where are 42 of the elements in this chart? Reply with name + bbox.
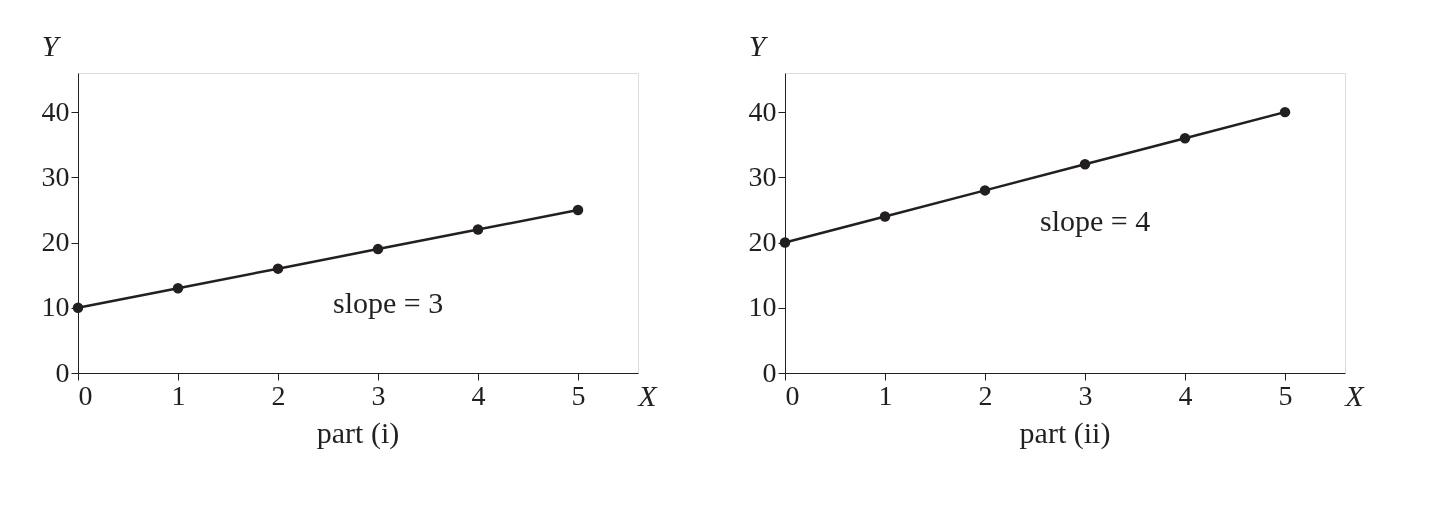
x-tick-label: 3 xyxy=(371,379,386,411)
y-tick-label: 40 xyxy=(41,95,70,127)
x-tick-label: 1 xyxy=(878,379,893,411)
y-axis-title: Y xyxy=(748,28,769,62)
x-axis-title: X xyxy=(637,378,659,412)
x-tick-label: 0 xyxy=(785,379,800,411)
point xyxy=(779,237,791,248)
y-tick-label: 0 xyxy=(55,356,70,388)
y-tick-label: 0 xyxy=(762,356,777,388)
x-tick-label: 5 xyxy=(1278,379,1293,411)
x-tick-label: 1 xyxy=(171,379,186,411)
point xyxy=(72,302,84,314)
y-tick-label: 10 xyxy=(41,291,70,323)
x-axis-title: X xyxy=(1344,378,1366,412)
x-tick-label: 2 xyxy=(978,379,993,411)
y-tick-label: 20 xyxy=(748,226,777,258)
y-tick-label: 30 xyxy=(748,160,777,192)
point xyxy=(372,243,384,255)
annotation: slope = 3 xyxy=(333,285,444,319)
text: part (ii) xyxy=(1019,416,1111,450)
point xyxy=(879,211,891,222)
point xyxy=(172,282,184,294)
y-tick-label: 10 xyxy=(748,291,777,323)
x-tick-label: 5 xyxy=(571,379,586,411)
y-tick-label: 40 xyxy=(748,95,777,127)
x-tick-label: 4 xyxy=(471,379,486,411)
text: part (i) xyxy=(316,416,400,450)
annotation: slope = 4 xyxy=(1040,204,1151,238)
point xyxy=(472,224,484,235)
x-tick-label: 0 xyxy=(78,379,93,411)
y-tick-label: 30 xyxy=(41,160,70,192)
x-tick-label: 3 xyxy=(1078,379,1093,411)
x-tick-label: 2 xyxy=(271,379,286,411)
y-axis-title: Y xyxy=(41,28,62,62)
point xyxy=(272,263,284,274)
x-tick-label: 4 xyxy=(1178,379,1193,411)
point xyxy=(1179,132,1191,144)
point xyxy=(572,204,584,216)
point xyxy=(1279,106,1291,118)
point xyxy=(1079,159,1091,170)
y-tick-label: 20 xyxy=(41,226,70,258)
point xyxy=(979,185,991,196)
